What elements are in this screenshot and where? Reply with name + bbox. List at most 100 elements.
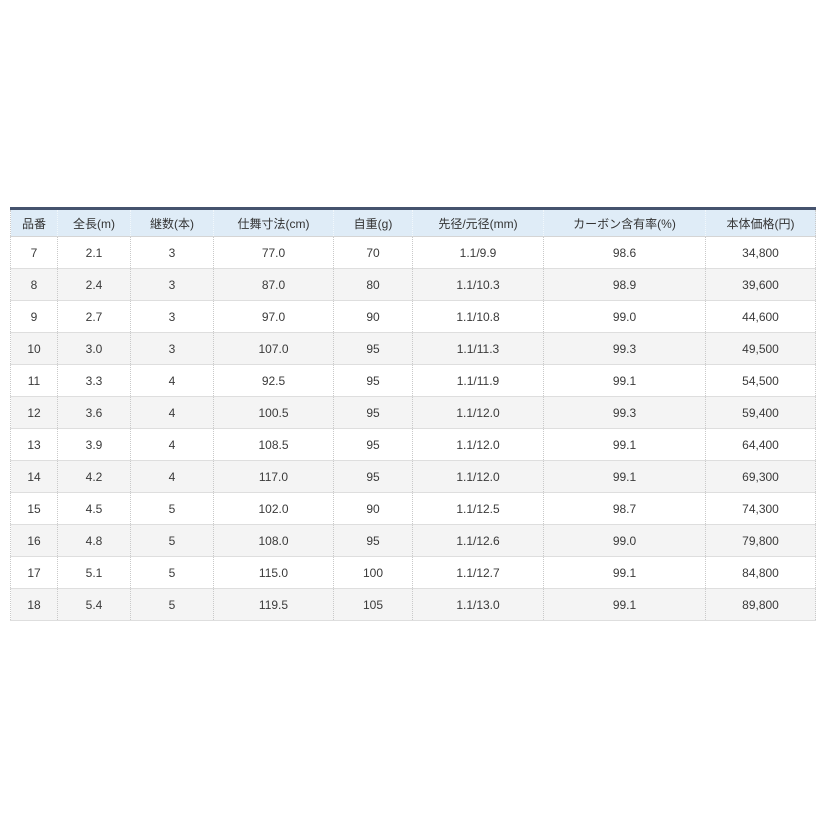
table-cell: 1.1/11.9: [412, 364, 544, 397]
column-header-carbon-content: カーボン含有率(%): [543, 208, 706, 237]
table-cell: 95: [333, 396, 413, 429]
table-cell: 5: [130, 588, 214, 621]
column-header-model-number: 品番: [10, 208, 58, 237]
table-cell: 100: [333, 556, 413, 589]
table-row: 17 5.1 5 115.0 100 1.1/12.7 99.1 84,800: [10, 556, 816, 589]
table-cell: 95: [333, 332, 413, 365]
table-cell: 107.0: [213, 332, 334, 365]
table-cell: 4.5: [57, 492, 131, 525]
table-cell: 98.6: [543, 236, 706, 269]
table-cell: 80: [333, 268, 413, 301]
column-header-weight: 自重(g): [333, 208, 413, 237]
table-cell: 1.1/12.0: [412, 428, 544, 461]
table-cell: 4: [130, 428, 214, 461]
table-cell: 12: [10, 396, 58, 429]
table-cell: 5: [130, 524, 214, 557]
table-cell: 2.4: [57, 268, 131, 301]
table-cell: 95: [333, 460, 413, 493]
table-cell: 95: [333, 428, 413, 461]
table-header-row: 品番 全長(m) 継数(本) 仕舞寸法(cm) 自重(g) 先径/元径(mm) …: [10, 208, 816, 237]
table-cell: 90: [333, 492, 413, 525]
table-row: 10 3.0 3 107.0 95 1.1/11.3 99.3 49,500: [10, 332, 816, 365]
table-cell: 99.0: [543, 524, 706, 557]
table-cell: 97.0: [213, 300, 334, 333]
table-cell: 59,400: [705, 396, 816, 429]
table-cell: 115.0: [213, 556, 334, 589]
table-cell: 99.3: [543, 396, 706, 429]
table-cell: 3: [130, 300, 214, 333]
table-cell: 105: [333, 588, 413, 621]
table-row: 12 3.6 4 100.5 95 1.1/12.0 99.3 59,400: [10, 396, 816, 429]
product-spec-table-container: 品番 全長(m) 継数(本) 仕舞寸法(cm) 自重(g) 先径/元径(mm) …: [10, 207, 816, 621]
table-cell: 8: [10, 268, 58, 301]
table-cell: 34,800: [705, 236, 816, 269]
table-cell: 3.0: [57, 332, 131, 365]
table-cell: 108.5: [213, 428, 334, 461]
table-row: 11 3.3 4 92.5 95 1.1/11.9 99.1 54,500: [10, 364, 816, 397]
table-cell: 1.1/13.0: [412, 588, 544, 621]
table-cell: 98.9: [543, 268, 706, 301]
table-cell: 5: [130, 492, 214, 525]
table-cell: 1.1/9.9: [412, 236, 544, 269]
table-cell: 14: [10, 460, 58, 493]
table-cell: 1.1/11.3: [412, 332, 544, 365]
table-cell: 16: [10, 524, 58, 557]
table-row: 7 2.1 3 77.0 70 1.1/9.9 98.6 34,800: [10, 236, 816, 269]
table-cell: 4.2: [57, 460, 131, 493]
table-cell: 99.1: [543, 364, 706, 397]
table-cell: 74,300: [705, 492, 816, 525]
table-body: 7 2.1 3 77.0 70 1.1/9.9 98.6 34,800 8 2.4 3 87.0 80 1…: [10, 236, 816, 621]
table-cell: 1.1/12.7: [412, 556, 544, 589]
table-cell: 5: [130, 556, 214, 589]
table-row: 15 4.5 5 102.0 90 1.1/12.5 98.7 74,300: [10, 492, 816, 525]
table-cell: 3: [130, 332, 214, 365]
table-cell: 4: [130, 364, 214, 397]
table-cell: 5.4: [57, 588, 131, 621]
table-cell: 95: [333, 364, 413, 397]
table-cell: 99.0: [543, 300, 706, 333]
table-cell: 99.1: [543, 588, 706, 621]
table-row: 9 2.7 3 97.0 90 1.1/10.8 99.0 44,600: [10, 300, 816, 333]
product-spec-table: 品番 全長(m) 継数(本) 仕舞寸法(cm) 自重(g) 先径/元径(mm) …: [10, 207, 816, 621]
table-cell: 64,400: [705, 428, 816, 461]
table-cell: 90: [333, 300, 413, 333]
table-cell: 92.5: [213, 364, 334, 397]
table-cell: 1.1/12.6: [412, 524, 544, 557]
table-cell: 49,500: [705, 332, 816, 365]
table-cell: 1.1/10.3: [412, 268, 544, 301]
table-cell: 1.1/12.0: [412, 460, 544, 493]
table-cell: 4.8: [57, 524, 131, 557]
table-cell: 84,800: [705, 556, 816, 589]
table-cell: 2.7: [57, 300, 131, 333]
table-cell: 13: [10, 428, 58, 461]
table-cell: 4: [130, 460, 214, 493]
table-cell: 7: [10, 236, 58, 269]
table-cell: 10: [10, 332, 58, 365]
table-cell: 69,300: [705, 460, 816, 493]
table-cell: 98.7: [543, 492, 706, 525]
table-cell: 3.9: [57, 428, 131, 461]
column-header-closed-length: 仕舞寸法(cm): [213, 208, 334, 237]
table-cell: 54,500: [705, 364, 816, 397]
table-cell: 89,800: [705, 588, 816, 621]
table-cell: 70: [333, 236, 413, 269]
table-cell: 3.6: [57, 396, 131, 429]
table-cell: 3: [130, 236, 214, 269]
table-cell: 99.3: [543, 332, 706, 365]
table-cell: 79,800: [705, 524, 816, 557]
table-cell: 77.0: [213, 236, 334, 269]
table-cell: 119.5: [213, 588, 334, 621]
table-cell: 117.0: [213, 460, 334, 493]
table-cell: 44,600: [705, 300, 816, 333]
table-cell: 11: [10, 364, 58, 397]
table-header: 品番 全長(m) 継数(本) 仕舞寸法(cm) 自重(g) 先径/元径(mm) …: [10, 208, 816, 237]
table-cell: 5.1: [57, 556, 131, 589]
table-cell: 9: [10, 300, 58, 333]
table-cell: 3: [130, 268, 214, 301]
table-cell: 100.5: [213, 396, 334, 429]
table-row: 16 4.8 5 108.0 95 1.1/12.6 99.0 79,800: [10, 524, 816, 557]
column-header-sections: 継数(本): [130, 208, 214, 237]
table-cell: 108.0: [213, 524, 334, 557]
table-cell: 99.1: [543, 556, 706, 589]
table-cell: 18: [10, 588, 58, 621]
